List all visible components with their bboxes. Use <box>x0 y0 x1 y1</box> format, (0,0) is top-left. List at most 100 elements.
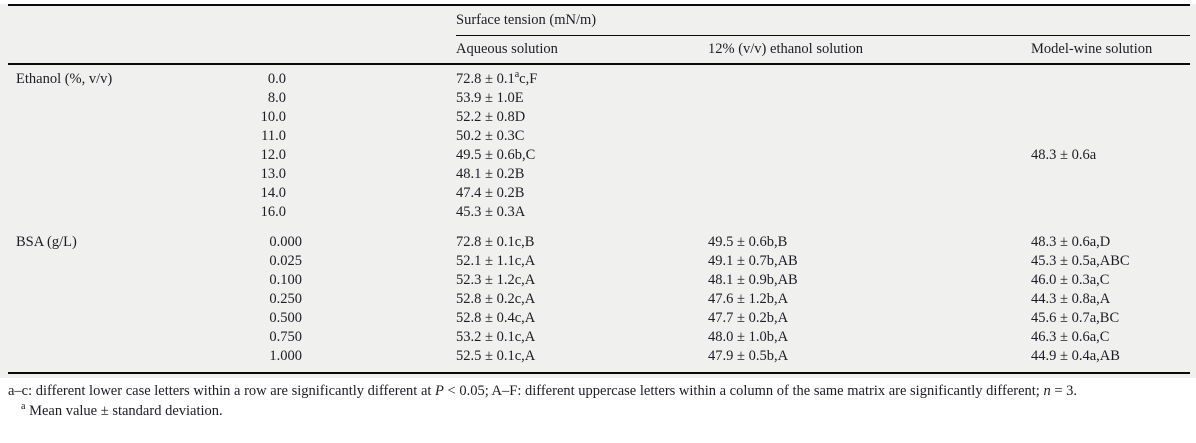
cell-model-wine <box>1031 184 1190 203</box>
cell-model-wine: 44.9 ± 0.4a,AB <box>1031 348 1120 364</box>
dose-value: 0.500 <box>269 310 302 326</box>
cell-aqueous: 48.1 ± 0.2B <box>456 166 525 182</box>
cell-dose: 10.0 <box>208 108 456 127</box>
n-symbol: n <box>1043 383 1051 399</box>
footnote-mean-value: a Mean value ± standard deviation. <box>21 400 223 419</box>
spacer-cell <box>8 271 208 290</box>
cell-aqueous: 52.2 ± 0.8D <box>456 109 526 125</box>
spacer-cell <box>8 89 208 108</box>
cell-dose: 0.750 <box>208 328 456 347</box>
table-row: 0.100 52.3 ± 1.2c,A 48.1 ± 0.9b,AB 46.0 … <box>8 271 1190 290</box>
cell-model-wine: 44.3 ± 0.8a,A <box>1031 291 1111 307</box>
cell-ethanol12: 48.1 ± 0.9b,AB <box>708 272 798 288</box>
spacer-cell <box>8 203 208 222</box>
table-row: 1.000 52.5 ± 0.1c,A 47.9 ± 0.5b,A 44.9 ±… <box>8 347 1190 366</box>
spacer-cell <box>208 36 456 63</box>
cell-ethanol12: 48.0 ± 1.0b,A <box>708 329 789 345</box>
cell-dose: 11.0 <box>208 127 456 146</box>
dose-value: 12.0 <box>260 147 286 163</box>
dose-value: 8.0 <box>267 90 286 106</box>
column-header-aqueous: Aqueous solution <box>456 41 558 57</box>
table-row: 0.500 52.8 ± 0.4c,A 47.7 ± 0.2b,A 45.6 ±… <box>8 309 1190 328</box>
spacer-cell <box>8 146 208 165</box>
table-row: 12.0 49.5 ± 0.6b,C 48.3 ± 0.6a <box>8 146 1190 165</box>
cell-aqueous: 49.5 ± 0.6b,C <box>456 147 536 163</box>
dose-value: 0.025 <box>269 253 302 269</box>
table-row: 0.025 52.1 ± 1.1c,A 49.1 ± 0.7b,AB 45.3 … <box>8 252 1190 271</box>
cell-dose: 13.0 <box>208 165 456 184</box>
cell-dose: 16.0 <box>208 203 456 222</box>
dose-value: 0.100 <box>269 272 302 288</box>
cell-ethanol12 <box>708 108 1031 127</box>
p-value-symbol: P <box>435 383 444 399</box>
spacer-cell <box>8 184 208 203</box>
cell-aqueous: 52.3 ± 1.2c,A <box>456 272 536 288</box>
dose-value: 0.0 <box>267 71 286 87</box>
cell-ethanol12 <box>708 89 1031 108</box>
table-body: Ethanol (%, v/v) 0.0 72.8 ± 0.1ac,F 8.0 … <box>0 65 1196 366</box>
cell-dose: 14.0 <box>208 184 456 203</box>
cell-model-wine <box>1031 203 1190 222</box>
cell-ethanol12: 49.1 ± 0.7b,AB <box>708 253 798 269</box>
table-row: 8.0 53.9 ± 1.0E <box>8 89 1190 108</box>
cell-aqueous: 72.8 ± 0.1ac,F <box>456 69 538 87</box>
cell-ethanol12: 47.9 ± 0.5b,A <box>708 348 789 364</box>
table-row: BSA (g/L) 0.000 72.8 ± 0.1c,B 49.5 ± 0.6… <box>8 233 1190 252</box>
dose-value: 14.0 <box>260 185 286 201</box>
dose-value: 10.0 <box>260 109 286 125</box>
cell-aqueous: 72.8 ± 0.1c,B <box>456 234 535 250</box>
bsa-section: BSA (g/L) 0.000 72.8 ± 0.1c,B 49.5 ± 0.6… <box>0 233 1196 366</box>
spacer-cell <box>8 347 208 366</box>
table-row: 0.750 53.2 ± 0.1c,A 48.0 ± 1.0b,A 46.3 ±… <box>8 328 1190 347</box>
cell-model-wine: 45.3 ± 0.5a,ABC <box>1031 253 1130 269</box>
spacer-cell <box>8 127 208 146</box>
table-column-header-row: Aqueous solution 12% (v/v) ethanol solut… <box>8 36 1190 65</box>
dose-value: 16.0 <box>260 204 286 220</box>
cell-aqueous: 52.5 ± 0.1c,A <box>456 348 536 364</box>
spacer-cell <box>8 252 208 271</box>
cell-ethanol12 <box>708 184 1031 203</box>
cell-model-wine: 46.3 ± 0.6a,C <box>1031 329 1110 345</box>
table-row: 13.0 48.1 ± 0.2B <box>8 165 1190 184</box>
table-top-rule <box>8 4 1190 6</box>
cell-aqueous: 52.8 ± 0.4c,A <box>456 310 536 326</box>
cell-model-wine: 48.3 ± 0.6a,D <box>1031 234 1111 250</box>
dose-value: 11.0 <box>261 128 286 144</box>
ethanol-section: Ethanol (%, v/v) 0.0 72.8 ± 0.1ac,F 8.0 … <box>0 70 1196 222</box>
cell-ethanol12 <box>708 203 1031 222</box>
table-row: 0.250 52.8 ± 0.2c,A 47.6 ± 1.2b,A 44.3 ±… <box>8 290 1190 309</box>
column-header-ethanol12: 12% (v/v) ethanol solution <box>708 41 864 57</box>
cell-dose: 0.100 <box>208 271 456 290</box>
spacer-cell <box>8 309 208 328</box>
cell-model-wine <box>1031 70 1190 89</box>
cell-model-wine <box>1031 108 1190 127</box>
dose-value: 13.0 <box>260 166 286 182</box>
cell-aqueous: 50.2 ± 0.3C <box>456 128 525 144</box>
cell-model-wine <box>1031 165 1190 184</box>
table-bottom-rule <box>8 372 1190 374</box>
table-footnotes: a–c: different lower case letters within… <box>8 383 1188 420</box>
cell-aqueous: 53.9 ± 1.0E <box>456 90 524 106</box>
table-row: 14.0 47.4 ± 0.2B <box>8 184 1190 203</box>
table-row: 16.0 45.3 ± 0.3A <box>8 203 1190 222</box>
cell-model-wine: 46.0 ± 0.3a,C <box>1031 272 1110 288</box>
dose-value: 0.750 <box>269 329 302 345</box>
table-row: Ethanol (%, v/v) 0.0 72.8 ± 0.1ac,F <box>8 70 1190 89</box>
cell-model-wine: 48.3 ± 0.6a <box>1031 147 1097 163</box>
row-group-label-bsa: BSA (g/L) <box>16 234 77 250</box>
cell-dose: 0.000 <box>208 233 456 252</box>
cell-ethanol12 <box>708 146 1031 165</box>
cell-dose: 1.000 <box>208 347 456 366</box>
cell-ethanol12: 47.7 ± 0.2b,A <box>708 310 789 326</box>
cell-ethanol12 <box>708 127 1031 146</box>
cell-dose: 0.250 <box>208 290 456 309</box>
cell-aqueous: 47.4 ± 0.2B <box>456 185 525 201</box>
table-panel: Surface tension (mN/m) Aqueous solution … <box>0 4 1196 378</box>
cell-aqueous: 53.2 ± 0.1c,A <box>456 329 536 345</box>
dose-value: 1.000 <box>269 348 302 364</box>
cell-dose: 0.025 <box>208 252 456 271</box>
dose-value: 0.250 <box>269 291 302 307</box>
spacer-cell <box>208 6 456 36</box>
footnote-marker: a <box>21 400 26 412</box>
spacer-cell <box>8 165 208 184</box>
